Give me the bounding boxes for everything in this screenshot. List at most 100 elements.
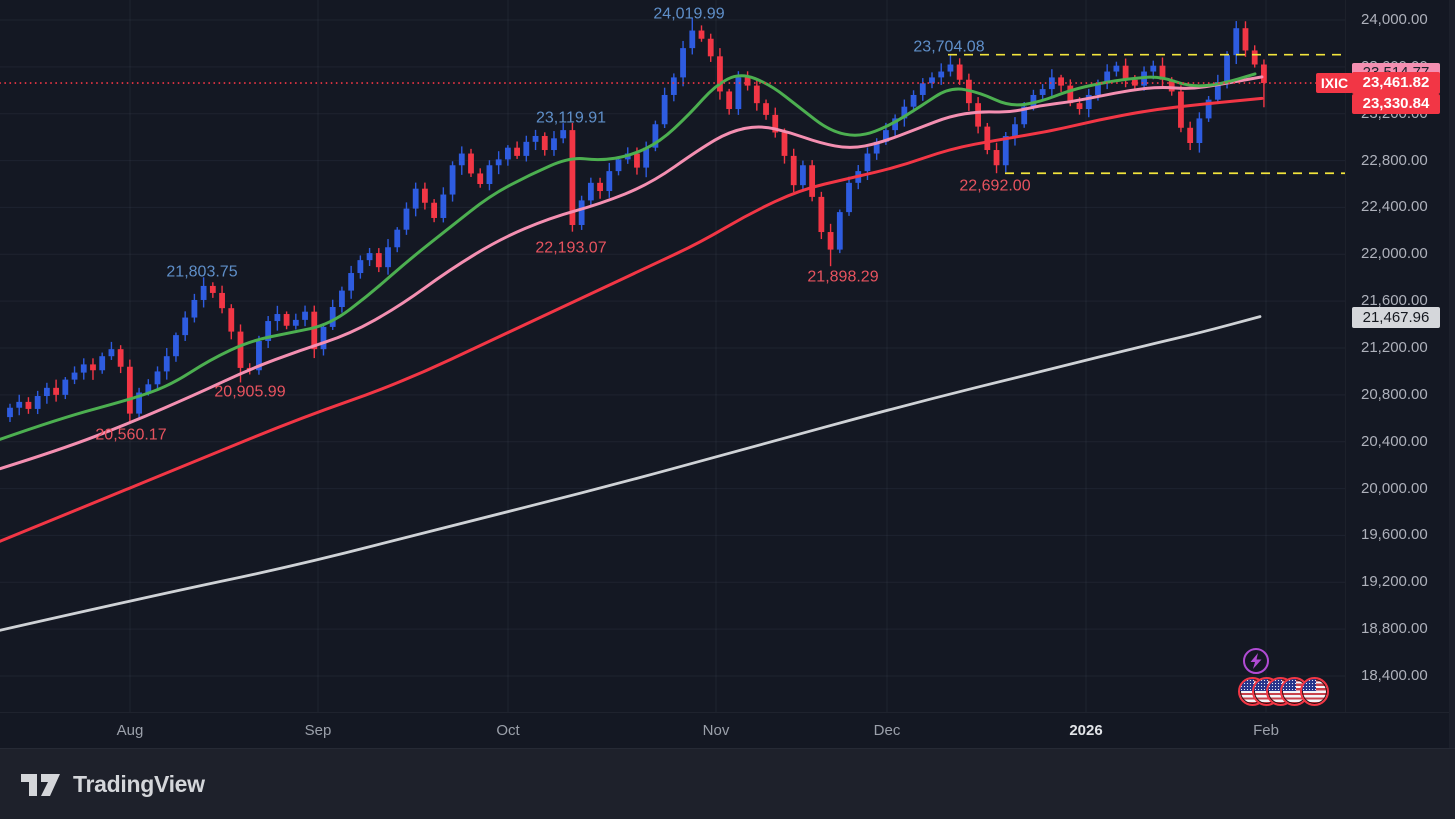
candle-body	[422, 188, 428, 203]
candle-body	[578, 200, 585, 225]
symbol-tag: IXIC	[1316, 73, 1353, 94]
candle-body	[504, 147, 511, 160]
price-annotation: 20,560.17	[95, 427, 166, 444]
candle-body	[744, 77, 751, 86]
ma-red-price-label: 23,330.84	[1352, 94, 1440, 115]
candle-body	[440, 194, 447, 218]
price-tick-label: 22,800.00	[1361, 151, 1428, 169]
price-tick-label: 21,200.00	[1361, 338, 1428, 356]
candle-body	[1039, 89, 1046, 95]
candle-body	[145, 384, 152, 393]
candle-body	[200, 285, 207, 300]
candle-body	[191, 299, 198, 318]
candle-body	[1233, 28, 1240, 56]
candle-body	[477, 173, 484, 184]
candle-body	[532, 135, 539, 142]
candle-body	[90, 364, 96, 371]
candle-body	[1178, 91, 1184, 128]
candle-body	[587, 182, 594, 201]
candle-body	[357, 260, 364, 274]
candle-body	[495, 159, 502, 166]
time-tick-label: Sep	[304, 722, 332, 739]
candle-body	[1131, 79, 1138, 86]
candle-body	[634, 153, 640, 168]
candle-body	[163, 356, 170, 372]
candle-body	[772, 114, 779, 133]
candle-body	[265, 321, 272, 341]
price-annotation: 20,905.99	[214, 384, 285, 401]
candle-body	[661, 94, 668, 125]
candle-body	[717, 56, 723, 92]
candle-body	[873, 141, 880, 154]
candle-body	[670, 77, 677, 95]
candle-body	[16, 401, 23, 408]
candle-body	[1224, 55, 1230, 83]
candle-body	[597, 182, 603, 192]
price-annotation: 21,898.29	[807, 269, 878, 286]
candle-body	[569, 130, 576, 225]
candle-body	[136, 392, 142, 414]
price-tick-label: 20,000.00	[1361, 479, 1428, 497]
candle-body	[1261, 64, 1267, 84]
window-edge	[1449, 0, 1455, 748]
price-annotation: 23,119.91	[536, 110, 606, 127]
candle-body	[551, 138, 557, 151]
candle-body	[763, 103, 769, 115]
candle-body	[7, 407, 13, 418]
candle-body	[126, 366, 133, 414]
us-flag-icon[interactable]	[1300, 677, 1329, 706]
tradingview-logo[interactable]: TradingView	[21, 769, 205, 799]
candle-body	[403, 208, 410, 230]
candle-body	[827, 232, 834, 250]
candle-body	[901, 106, 908, 119]
price-tick-label: 18,800.00	[1361, 620, 1428, 638]
candle-body	[689, 30, 696, 49]
candle-body	[25, 401, 32, 409]
candle-body	[209, 285, 216, 293]
candle-body	[938, 71, 945, 78]
candle-body	[1002, 135, 1009, 166]
lightning-bolt-icon	[1250, 653, 1262, 669]
candle-body	[753, 85, 760, 104]
candle-body	[283, 314, 290, 326]
candle-body	[1030, 94, 1037, 107]
candle-body	[1067, 85, 1074, 104]
candle-body	[173, 335, 179, 357]
candle-body	[348, 273, 355, 291]
candle-body	[468, 153, 474, 174]
chart-canvas[interactable]: 24,019.99 23,704.08 23,119.91 22,692.00 22,1…	[0, 0, 1345, 712]
candle-body	[80, 364, 87, 373]
time-tick-label: 2026	[1069, 722, 1103, 739]
candle-body	[1113, 65, 1120, 72]
candle-body	[329, 306, 336, 327]
tradingview-logo-text: TradingView	[73, 770, 205, 797]
candle-body	[698, 30, 705, 39]
price-tick-label: 19,600.00	[1361, 526, 1428, 544]
candle-body	[1058, 77, 1064, 86]
candle-body	[781, 132, 788, 156]
price-tick-label: 18,400.00	[1361, 666, 1428, 684]
economic-events-flags[interactable]	[1238, 677, 1329, 706]
candle-body	[43, 387, 50, 397]
earnings-lightning-icon[interactable]	[1243, 648, 1269, 674]
candle-body	[606, 171, 613, 192]
candle-body	[339, 290, 345, 307]
price-tick-label: 22,400.00	[1361, 198, 1428, 216]
chart-plot-svg: 24,019.99 23,704.08 23,119.91 22,692.00 22,1…	[0, 0, 1345, 712]
candle-body	[385, 247, 391, 268]
price-annotation: 22,692.00	[959, 178, 1030, 195]
candle-body	[458, 153, 465, 166]
candle-body	[53, 387, 59, 395]
time-axis[interactable]: Aug Sep Oct Nov Dec 2026 Feb	[0, 712, 1455, 749]
candle-body	[256, 340, 262, 371]
candle-body	[975, 103, 981, 127]
candle-body	[652, 124, 659, 148]
price-axis[interactable]: 23,514.77 23,461.82 23,330.84 21,467.96 …	[1345, 0, 1455, 712]
price-tick-label: 20,800.00	[1361, 385, 1428, 403]
price-tick-label: 24,000.00	[1361, 11, 1428, 28]
candle-body	[1021, 106, 1028, 125]
candle-body	[1076, 103, 1083, 110]
candle-body	[1242, 28, 1249, 51]
footer-bar: TradingView	[0, 748, 1455, 819]
price-annotation: 21,803.75	[166, 264, 237, 281]
